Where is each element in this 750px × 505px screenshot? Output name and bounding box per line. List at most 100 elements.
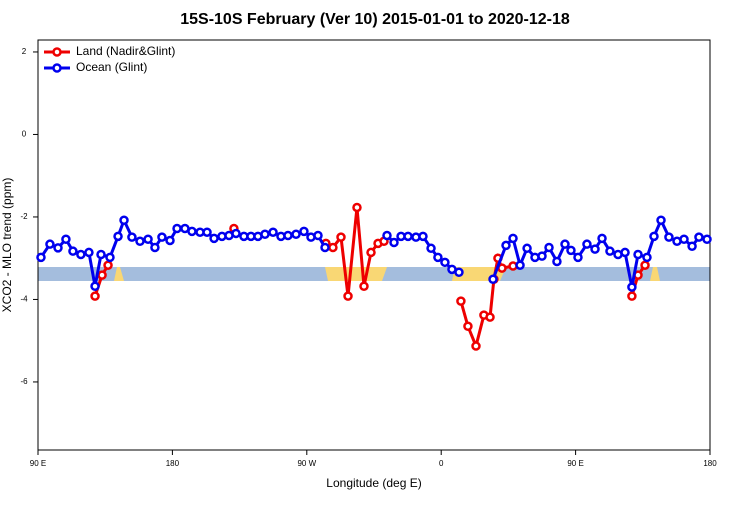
data-point xyxy=(627,282,637,292)
data-point xyxy=(649,231,659,242)
data-point xyxy=(582,239,592,249)
data-point xyxy=(366,247,376,258)
y-axis-label: XCO2 - MLO trend (ppm) xyxy=(0,178,14,313)
data-point xyxy=(640,260,650,270)
data-point xyxy=(522,243,532,254)
data-point xyxy=(352,202,362,213)
x-tick-label: 180 xyxy=(703,459,717,468)
data-point xyxy=(418,231,428,242)
land-strip xyxy=(325,267,387,281)
data-point xyxy=(172,223,182,234)
surface-strip xyxy=(38,267,710,281)
y-tick-label: -2 xyxy=(20,212,28,221)
data-point xyxy=(105,252,115,263)
data-point xyxy=(143,234,153,244)
data-point xyxy=(566,245,576,256)
data-point xyxy=(231,228,241,239)
data-point xyxy=(702,234,712,244)
data-point xyxy=(157,232,167,242)
y-tick-label: -4 xyxy=(20,295,28,304)
x-axis-label: Longitude (deg E) xyxy=(326,476,421,490)
data-point xyxy=(633,249,643,260)
data-point xyxy=(209,233,219,244)
data-point xyxy=(96,249,106,260)
x-tick-label: 0 xyxy=(439,459,444,468)
data-point xyxy=(389,237,399,248)
data-point xyxy=(283,230,293,241)
y-tick-label: 0 xyxy=(22,130,27,139)
legend-marker xyxy=(52,63,62,73)
data-point xyxy=(45,239,55,249)
data-point xyxy=(150,242,160,253)
data-point xyxy=(68,246,78,256)
data-point xyxy=(627,291,637,301)
data-point xyxy=(260,229,270,240)
data-point xyxy=(440,257,450,268)
data-point xyxy=(76,249,86,260)
data-point xyxy=(664,232,674,242)
legend-label: Land (Nadir&Glint) xyxy=(76,44,175,58)
data-point xyxy=(515,260,525,270)
data-point xyxy=(90,291,100,301)
data-point xyxy=(202,227,212,237)
data-point xyxy=(119,215,129,226)
data-point xyxy=(36,252,46,263)
data-point xyxy=(454,267,464,277)
x-tick-label: 90 E xyxy=(30,459,46,468)
data-point xyxy=(165,235,175,246)
data-point xyxy=(656,215,666,226)
data-point xyxy=(403,231,413,242)
data-point xyxy=(552,256,562,267)
data-point xyxy=(343,291,353,301)
data-point xyxy=(382,230,392,241)
data-point xyxy=(426,243,436,254)
land-strip xyxy=(114,267,124,281)
x-tick-label: 180 xyxy=(166,459,180,468)
data-point xyxy=(456,296,466,306)
data-point xyxy=(313,230,323,241)
y-tick-label: 2 xyxy=(22,47,27,56)
data-point xyxy=(113,231,123,242)
data-point xyxy=(679,234,689,244)
x-tick-label: 90 W xyxy=(297,459,316,468)
data-point xyxy=(320,242,330,253)
data-point xyxy=(433,252,443,263)
plot-frame xyxy=(37,39,711,451)
data-point xyxy=(694,232,704,242)
data-point xyxy=(488,274,498,284)
data-point xyxy=(642,252,652,263)
data-point xyxy=(61,234,71,244)
data-point xyxy=(135,236,145,247)
data-point xyxy=(620,247,630,258)
data-point xyxy=(103,260,113,270)
data-point xyxy=(90,281,100,291)
data-point xyxy=(53,243,63,253)
data-point xyxy=(328,242,338,253)
data-point xyxy=(537,251,547,261)
data-point xyxy=(471,341,481,351)
data-point xyxy=(687,241,697,251)
data-point xyxy=(127,232,137,242)
data-point xyxy=(560,239,570,249)
data-point xyxy=(485,312,495,322)
chart-title: 15S-10S February (Ver 10) 2015-01-01 to … xyxy=(180,11,570,28)
data-point xyxy=(336,232,346,242)
land-strip xyxy=(650,267,660,281)
y-tick-label: -6 xyxy=(20,377,28,386)
data-point xyxy=(544,242,554,253)
data-point xyxy=(291,229,301,240)
data-point xyxy=(605,246,615,256)
data-point xyxy=(268,227,278,237)
legend-marker xyxy=(52,47,62,57)
data-point xyxy=(463,321,473,332)
data-point xyxy=(97,270,107,280)
data-point xyxy=(590,244,600,254)
data-point xyxy=(187,226,197,237)
data-point xyxy=(508,233,518,244)
data-point xyxy=(84,247,94,258)
data-point xyxy=(573,252,583,263)
data-point xyxy=(501,240,511,251)
legend-label: Ocean (Glint) xyxy=(76,60,147,74)
x-tick-label: 90 E xyxy=(567,459,583,468)
